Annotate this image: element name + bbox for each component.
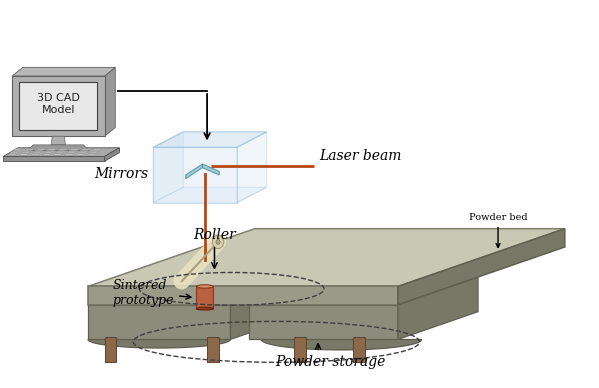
- Polygon shape: [398, 229, 565, 305]
- Polygon shape: [261, 340, 422, 350]
- Polygon shape: [12, 68, 115, 76]
- Polygon shape: [25, 149, 34, 150]
- Polygon shape: [80, 151, 89, 152]
- Polygon shape: [78, 152, 87, 153]
- Polygon shape: [3, 156, 105, 161]
- Polygon shape: [105, 337, 116, 362]
- Polygon shape: [70, 149, 79, 150]
- Polygon shape: [57, 151, 66, 152]
- Ellipse shape: [196, 285, 213, 288]
- Polygon shape: [13, 149, 23, 150]
- Polygon shape: [153, 132, 267, 147]
- Polygon shape: [89, 152, 98, 153]
- Polygon shape: [23, 151, 32, 152]
- Polygon shape: [353, 337, 365, 362]
- Polygon shape: [153, 132, 183, 203]
- Polygon shape: [59, 149, 68, 150]
- Text: Roller: Roller: [193, 228, 236, 268]
- Polygon shape: [202, 164, 219, 175]
- Polygon shape: [19, 154, 29, 155]
- Polygon shape: [47, 149, 56, 150]
- Polygon shape: [249, 305, 398, 340]
- Polygon shape: [42, 154, 51, 155]
- Polygon shape: [8, 154, 17, 155]
- Polygon shape: [153, 132, 267, 147]
- Polygon shape: [31, 154, 40, 155]
- Polygon shape: [88, 305, 231, 340]
- Text: Powder bed: Powder bed: [469, 213, 527, 248]
- Polygon shape: [81, 149, 90, 150]
- Text: Laser beam: Laser beam: [319, 149, 401, 163]
- Text: Sintered
prototype: Sintered prototype: [113, 279, 191, 307]
- Polygon shape: [46, 151, 55, 152]
- Polygon shape: [55, 152, 64, 153]
- Ellipse shape: [213, 235, 223, 249]
- Polygon shape: [87, 154, 96, 155]
- Polygon shape: [21, 152, 31, 153]
- Polygon shape: [237, 132, 267, 203]
- Polygon shape: [207, 337, 219, 362]
- Ellipse shape: [216, 239, 220, 244]
- Polygon shape: [93, 149, 102, 150]
- Polygon shape: [3, 148, 119, 156]
- Polygon shape: [65, 154, 74, 155]
- Polygon shape: [231, 278, 307, 340]
- Polygon shape: [105, 68, 115, 136]
- Polygon shape: [294, 337, 305, 362]
- Polygon shape: [88, 286, 398, 305]
- Polygon shape: [34, 151, 43, 152]
- Polygon shape: [51, 136, 65, 145]
- Polygon shape: [10, 152, 19, 153]
- Polygon shape: [19, 82, 98, 130]
- Text: 3D CAD
Model: 3D CAD Model: [37, 93, 80, 114]
- Polygon shape: [398, 277, 478, 340]
- Polygon shape: [32, 152, 42, 153]
- Polygon shape: [88, 229, 565, 286]
- Polygon shape: [196, 286, 213, 308]
- Ellipse shape: [196, 307, 213, 310]
- Polygon shape: [12, 76, 105, 136]
- Text: Powder storage: Powder storage: [275, 355, 385, 369]
- Polygon shape: [153, 187, 267, 203]
- Polygon shape: [28, 145, 89, 151]
- Polygon shape: [68, 151, 77, 152]
- Text: Mirrors: Mirrors: [95, 167, 149, 181]
- Polygon shape: [153, 147, 237, 203]
- Polygon shape: [88, 340, 231, 348]
- Polygon shape: [91, 151, 100, 152]
- Polygon shape: [105, 148, 119, 161]
- Polygon shape: [11, 151, 21, 152]
- Polygon shape: [88, 278, 307, 305]
- Polygon shape: [186, 164, 202, 178]
- Polygon shape: [53, 154, 62, 155]
- Polygon shape: [76, 154, 85, 155]
- Polygon shape: [66, 152, 75, 153]
- Polygon shape: [44, 152, 53, 153]
- Polygon shape: [36, 149, 45, 150]
